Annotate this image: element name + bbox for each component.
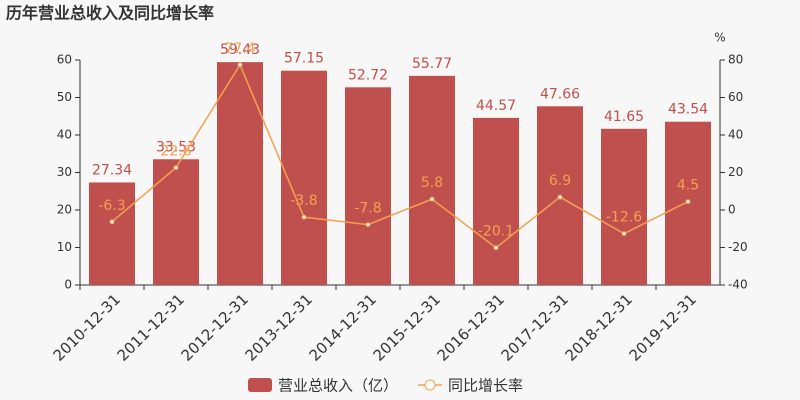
bar-value-label: 44.57 (476, 98, 516, 114)
y2-unit: % (714, 31, 725, 45)
line-point (685, 199, 691, 205)
line-value-label: -6.3 (98, 198, 125, 214)
y-tick-label: 30 (57, 165, 72, 179)
bar (409, 75, 455, 285)
bar (89, 182, 135, 285)
line-value-label: -7.8 (354, 201, 381, 217)
line-point (237, 62, 243, 68)
bar-value-label: 57.15 (284, 51, 324, 67)
line-value-label: 6.9 (549, 173, 571, 189)
y-tick-label: 0 (64, 278, 72, 292)
line-value-label: 77.4 (224, 41, 255, 57)
bar (473, 117, 519, 285)
line-point (301, 214, 307, 220)
y2-tick-label: -40 (728, 278, 748, 292)
bar-value-label: 43.54 (668, 102, 708, 118)
line-value-label: 22.6 (160, 144, 191, 160)
y-tick-label: 50 (57, 90, 72, 104)
bar-value-label: 55.77 (412, 56, 452, 72)
bar (601, 128, 647, 285)
bar-value-label: 27.34 (92, 162, 132, 178)
bar-value-label: 47.66 (540, 86, 580, 102)
line-point (109, 219, 115, 225)
line-value-label: -12.6 (606, 210, 642, 226)
bar (281, 70, 327, 285)
bar-value-label: 59.43 (220, 42, 260, 58)
y2-tick-label: 80 (728, 53, 743, 67)
y2-tick-label: 60 (728, 90, 743, 104)
line-value-label: 5.8 (421, 175, 443, 191)
legend-label: 营业总收入（亿） (278, 377, 398, 395)
y-tick-label: 10 (57, 240, 72, 254)
bar (345, 87, 391, 285)
y-tick-label: 40 (57, 128, 72, 142)
bar-value-label: 52.72 (348, 67, 388, 83)
y-tick-label: 20 (57, 203, 72, 217)
line-point (621, 231, 627, 237)
bar-value-label: 41.65 (604, 109, 644, 125)
line-value-label: -3.8 (290, 193, 317, 209)
y-tick-label: 60 (57, 53, 72, 67)
line-point (365, 222, 371, 228)
line-value-label: -20.1 (478, 224, 514, 240)
line (111, 63, 689, 249)
line-point (429, 196, 435, 202)
legend-swatch (248, 378, 272, 392)
y2-tick-label: 20 (728, 165, 743, 179)
line-point (493, 245, 499, 251)
legend-label: 同比增长率 (448, 377, 523, 395)
bar (153, 159, 199, 285)
y2-tick-label: 40 (728, 128, 743, 142)
line-value-label: 4.5 (677, 178, 699, 194)
y2-tick-label: -20 (728, 240, 748, 254)
y2-tick-label: 0 (728, 203, 736, 217)
line-point (173, 165, 179, 171)
bar (217, 62, 263, 286)
legend-swatch (424, 379, 436, 391)
chart-title: 历年营业总收入及同比增长率 (6, 4, 214, 23)
line-point (557, 194, 563, 200)
